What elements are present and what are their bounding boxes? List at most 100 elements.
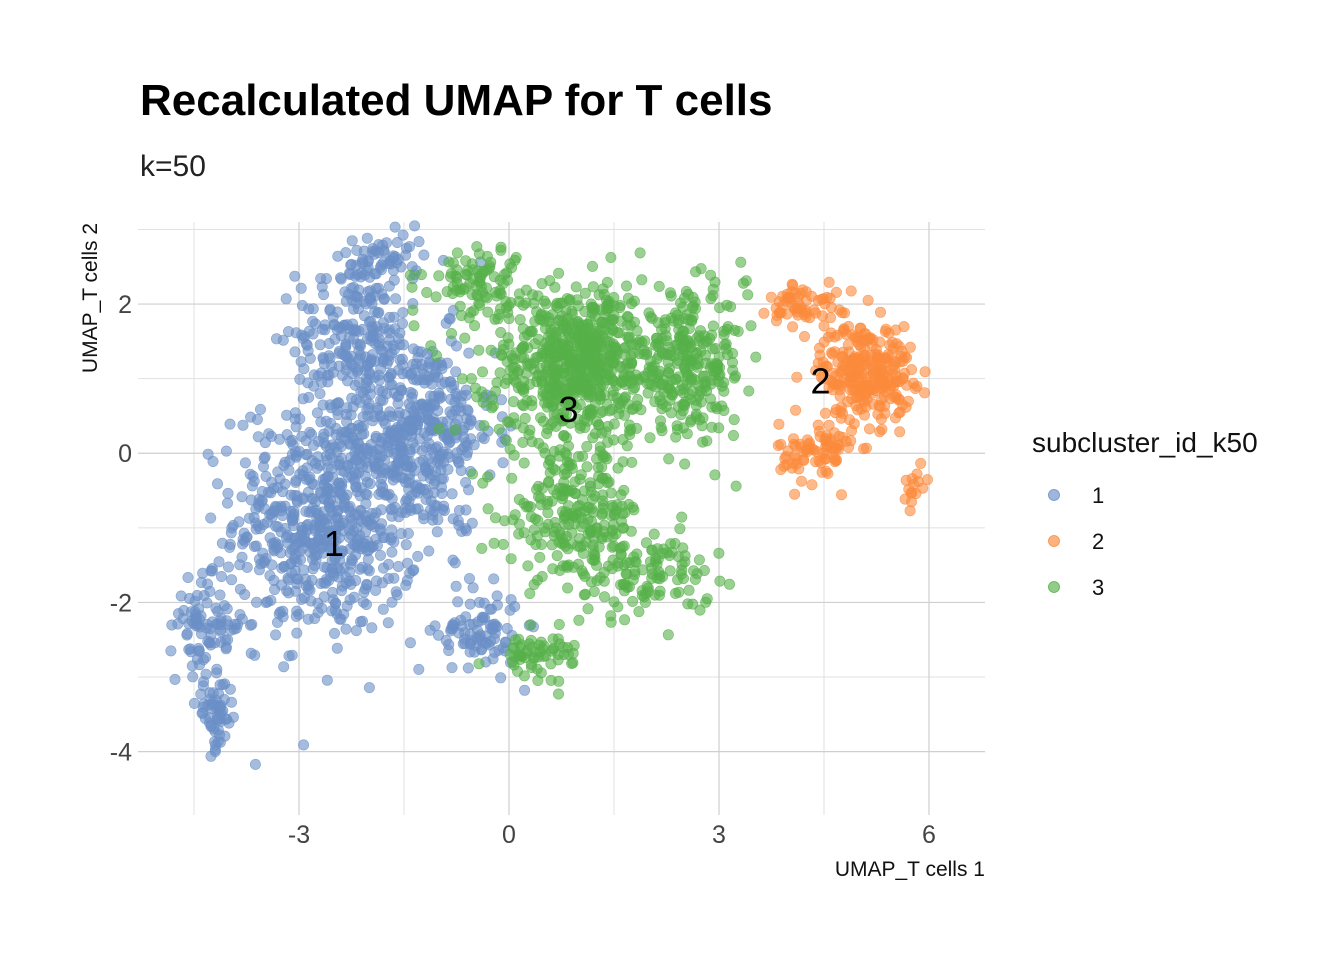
- data-point: [838, 324, 850, 336]
- data-point: [378, 293, 390, 305]
- data-point: [460, 384, 472, 396]
- data-point: [789, 488, 801, 500]
- data-point: [394, 439, 406, 451]
- data-point: [268, 505, 280, 517]
- data-point: [537, 442, 549, 454]
- data-point: [558, 390, 570, 402]
- data-point: [239, 588, 251, 600]
- data-point: [690, 399, 702, 411]
- data-point: [536, 570, 548, 582]
- data-point: [662, 629, 674, 641]
- data-point: [683, 584, 695, 596]
- legend-key-1: [1048, 489, 1060, 501]
- data-point: [634, 247, 646, 259]
- data-point: [710, 366, 722, 378]
- data-point: [193, 642, 205, 654]
- data-point: [897, 355, 909, 367]
- data-point: [385, 369, 397, 381]
- data-point: [183, 643, 195, 655]
- data-point: [595, 304, 607, 316]
- data-point: [687, 598, 699, 610]
- legend-key-3: [1048, 581, 1060, 593]
- data-point: [419, 464, 431, 476]
- data-point: [775, 438, 787, 450]
- data-point: [602, 357, 614, 369]
- data-point: [227, 519, 239, 531]
- data-point: [540, 298, 552, 310]
- data-point: [383, 311, 395, 323]
- data-point: [366, 541, 378, 553]
- data-point: [671, 309, 683, 321]
- data-point: [597, 449, 609, 461]
- data-point: [368, 512, 380, 524]
- data-point: [260, 470, 272, 482]
- data-point: [721, 299, 733, 311]
- data-point: [619, 409, 631, 421]
- data-point: [201, 618, 213, 630]
- data-point: [576, 494, 588, 506]
- data-point: [689, 359, 701, 371]
- data-point: [443, 639, 455, 651]
- data-point: [712, 376, 724, 388]
- data-point: [357, 411, 369, 423]
- data-point: [709, 469, 721, 481]
- data-point: [451, 247, 463, 259]
- data-point: [628, 504, 640, 516]
- data-point: [450, 366, 462, 378]
- data-point: [404, 637, 416, 649]
- data-point: [328, 627, 340, 639]
- data-point: [553, 675, 565, 687]
- data-point: [532, 491, 544, 503]
- data-point: [505, 553, 517, 565]
- data-point: [666, 389, 678, 401]
- data-point: [375, 472, 387, 484]
- data-point: [846, 425, 858, 437]
- data-point: [452, 596, 464, 608]
- data-point: [366, 622, 378, 634]
- data-point: [330, 597, 342, 609]
- data-point: [239, 457, 251, 469]
- data-point: [541, 498, 553, 510]
- data-point: [890, 324, 902, 336]
- data-point: [377, 385, 389, 397]
- data-point: [833, 439, 845, 451]
- data-point: [338, 466, 350, 478]
- data-point: [547, 633, 559, 645]
- data-point: [350, 468, 362, 480]
- data-point: [653, 280, 665, 292]
- data-point: [539, 322, 551, 334]
- data-point: [408, 320, 420, 332]
- data-point: [312, 597, 324, 609]
- data-point: [448, 379, 460, 391]
- data-point: [627, 595, 639, 607]
- data-point: [651, 353, 663, 365]
- data-point: [390, 586, 402, 598]
- data-point: [598, 566, 610, 578]
- data-point: [368, 411, 380, 423]
- data-point: [469, 646, 481, 658]
- data-point: [911, 380, 923, 392]
- data-point: [661, 547, 673, 559]
- data-point: [806, 479, 818, 491]
- data-point: [477, 612, 489, 624]
- data-point: [427, 514, 439, 526]
- data-point: [603, 298, 615, 310]
- data-point: [205, 720, 217, 732]
- data-point: [709, 342, 721, 354]
- data-point: [322, 376, 334, 388]
- data-point: [471, 391, 483, 403]
- data-point: [360, 298, 372, 310]
- data-point: [269, 536, 281, 548]
- data-point: [288, 508, 300, 520]
- data-point: [464, 598, 476, 610]
- data-point: [258, 452, 270, 464]
- data-point: [289, 270, 301, 282]
- data-point: [494, 274, 506, 286]
- data-point: [518, 385, 530, 397]
- data-point: [582, 603, 594, 615]
- data-point: [835, 489, 847, 501]
- data-point: [770, 302, 782, 314]
- data-point: [523, 429, 535, 441]
- data-point: [519, 684, 531, 696]
- data-point: [837, 364, 849, 376]
